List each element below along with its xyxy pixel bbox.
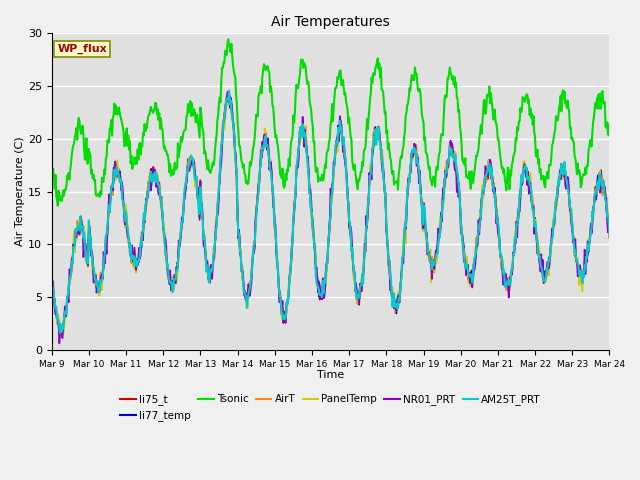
AirT [605, 229, 613, 235]
Line: li75_t: li75_t [52, 91, 609, 334]
Legend: li75_t, li77_temp, Tsonic, AirT, PanelTemp, NR01_PRT, AM25T_PRT: li75_t, li77_temp, Tsonic, AirT, PanelTe… [116, 390, 545, 426]
PanelTemp [225, 89, 233, 95]
li75_t [56, 331, 63, 337]
AirT [225, 88, 233, 94]
Line: AM25T_PRT: AM25T_PRT [52, 91, 609, 333]
AM25T_PRT [195, 211, 203, 217]
AirT [171, 273, 179, 279]
NR01_PRT [324, 255, 332, 261]
NR01_PRT [171, 272, 179, 278]
Tsonic [48, 165, 56, 170]
Line: AirT: AirT [52, 91, 609, 335]
Text: WP_flux: WP_flux [57, 44, 107, 54]
li77_temp [195, 204, 203, 210]
AM25T_PRT [225, 88, 233, 94]
PanelTemp [195, 199, 203, 204]
AM25T_PRT [48, 270, 56, 276]
NR01_PRT [556, 168, 564, 173]
Tsonic [605, 121, 613, 127]
NR01_PRT [605, 213, 613, 219]
li77_temp [605, 229, 613, 235]
AirT [433, 252, 440, 257]
li77_temp [225, 92, 233, 97]
li77_temp [171, 276, 179, 281]
li77_temp [433, 254, 440, 260]
PanelTemp [324, 256, 332, 262]
li75_t [605, 235, 613, 240]
Line: PanelTemp: PanelTemp [52, 92, 609, 337]
AirT [556, 172, 564, 178]
Tsonic [171, 160, 179, 166]
AM25T_PRT [324, 258, 332, 264]
Tsonic [556, 101, 564, 107]
AM25T_PRT [433, 251, 440, 256]
li77_temp [48, 268, 56, 274]
AM25T_PRT [56, 330, 64, 336]
li77_temp [324, 261, 332, 266]
PanelTemp [556, 171, 564, 177]
Title: Air Temperatures: Air Temperatures [271, 15, 390, 29]
Tsonic [195, 127, 203, 133]
Line: li77_temp: li77_temp [52, 95, 609, 331]
AirT [378, 152, 385, 157]
AirT [195, 201, 203, 207]
NR01_PRT [48, 273, 56, 278]
Tsonic [433, 164, 440, 169]
AirT [324, 260, 332, 265]
Y-axis label: Air Temperature (C): Air Temperature (C) [15, 137, 25, 246]
AM25T_PRT [556, 172, 564, 178]
NR01_PRT [433, 250, 440, 256]
AirT [48, 269, 56, 275]
PanelTemp [171, 277, 179, 283]
li75_t [195, 201, 203, 206]
X-axis label: Time: Time [317, 370, 344, 380]
PanelTemp [57, 334, 65, 340]
NR01_PRT [195, 202, 203, 208]
AM25T_PRT [605, 231, 613, 237]
li75_t [171, 278, 179, 284]
AM25T_PRT [171, 276, 179, 282]
li75_t [433, 253, 440, 259]
Tsonic [378, 86, 385, 92]
PanelTemp [378, 153, 385, 158]
Tsonic [324, 148, 332, 154]
NR01_PRT [223, 89, 231, 95]
li75_t [324, 256, 332, 262]
Tsonic [54, 203, 61, 209]
PanelTemp [48, 284, 56, 290]
NR01_PRT [56, 341, 63, 347]
li75_t [378, 156, 385, 162]
li75_t [556, 174, 564, 180]
li77_temp [556, 173, 564, 179]
li75_t [48, 270, 56, 276]
li77_temp [378, 150, 385, 156]
AirT [56, 332, 63, 338]
li77_temp [58, 328, 65, 334]
li75_t [225, 88, 233, 94]
NR01_PRT [378, 160, 385, 166]
PanelTemp [605, 233, 613, 239]
AM25T_PRT [378, 158, 385, 164]
PanelTemp [433, 259, 440, 264]
Tsonic [225, 36, 232, 42]
Line: NR01_PRT: NR01_PRT [52, 92, 609, 344]
Line: Tsonic: Tsonic [52, 39, 609, 206]
